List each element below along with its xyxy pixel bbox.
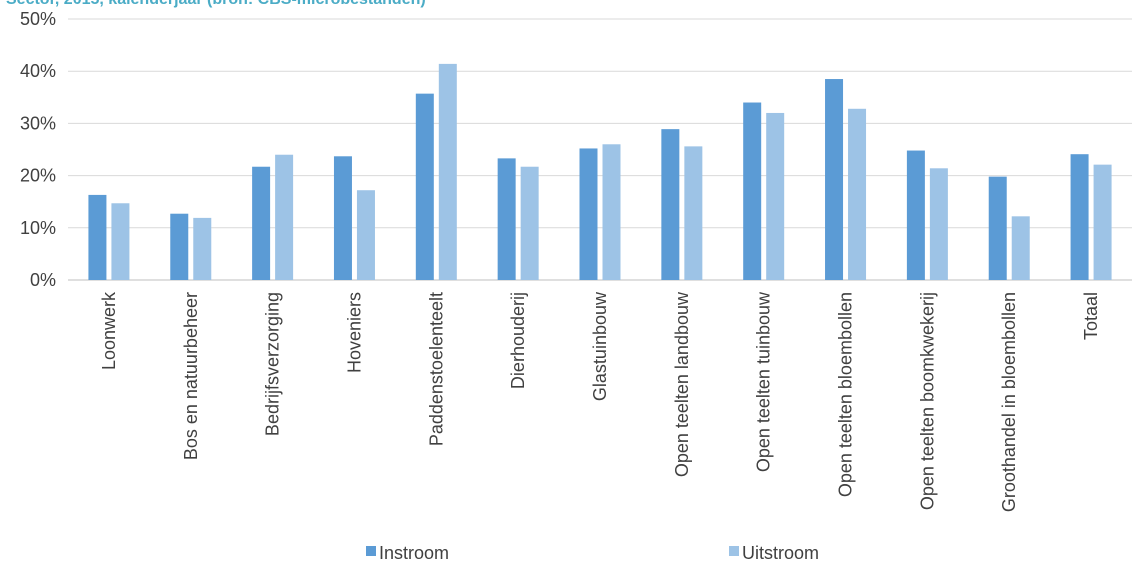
bar-uitstroom xyxy=(602,144,621,280)
bar-uitstroom xyxy=(929,168,948,280)
bar-instroom xyxy=(333,156,352,280)
y-tick-label: 20% xyxy=(20,166,56,186)
y-tick-label: 10% xyxy=(20,218,56,238)
chart-title: Sector, 2015, kalenderjaar (bron: CBS-mi… xyxy=(6,0,426,9)
x-tick-label: Bedrijfsverzorging xyxy=(263,292,283,436)
bar-instroom xyxy=(743,102,762,281)
y-tick-label: 40% xyxy=(20,61,56,81)
bar-uitstroom xyxy=(111,203,130,280)
legend: Instroom Uitstroom xyxy=(366,543,819,563)
y-tick-label: 0% xyxy=(30,270,56,290)
gridlines xyxy=(68,18,1132,281)
chart-title-area: Sector, 2015, kalenderjaar (bron: CBS-mi… xyxy=(0,0,1132,10)
bar-uitstroom xyxy=(275,154,294,280)
x-tick-label: Bos en natuurbeheer xyxy=(181,292,201,460)
legend-label-uitstroom: Uitstroom xyxy=(742,543,819,562)
x-tick-label: Totaal xyxy=(1081,292,1101,340)
bars xyxy=(88,63,1112,281)
bar-uitstroom xyxy=(766,112,785,281)
bar-uitstroom xyxy=(438,63,457,280)
x-tick-label: Hoveniers xyxy=(344,292,364,373)
x-tick-label: Open teelten landbouw xyxy=(672,291,692,477)
legend-swatch-instroom xyxy=(366,546,376,556)
y-tick-label: 30% xyxy=(20,113,56,133)
bar-instroom xyxy=(497,158,516,280)
x-tick-label: Open teelten boomkwekerij xyxy=(917,292,937,510)
bar-uitstroom xyxy=(356,190,375,280)
x-axis-ticks: Loonwerk Bos en natuurbeheer Bedrijfsverzo… xyxy=(99,291,1101,512)
bar-instroom xyxy=(1070,154,1089,280)
x-tick-label: Groothandel in bloembollen xyxy=(999,292,1019,512)
bar-instroom xyxy=(661,129,680,280)
bar-uitstroom xyxy=(520,166,539,280)
bar-instroom xyxy=(988,176,1007,280)
y-axis-ticks: 0% 10% 20% 30% 40% 50% xyxy=(20,9,56,290)
bar-uitstroom xyxy=(1011,216,1030,280)
bar-instroom xyxy=(825,79,844,280)
x-tick-label: Loonwerk xyxy=(99,291,119,370)
x-tick-label: Paddenstoelenteelt xyxy=(426,292,446,446)
legend-swatch-uitstroom xyxy=(729,546,739,556)
x-tick-label: Open teelten bloembollen xyxy=(836,292,856,497)
bar-instroom xyxy=(170,213,189,280)
bar-uitstroom xyxy=(684,146,703,280)
x-tick-label: Glastuinbouw xyxy=(590,291,610,401)
bar-uitstroom xyxy=(1093,164,1112,280)
bar-uitstroom xyxy=(848,108,867,280)
bar-instroom xyxy=(415,93,434,280)
x-tick-label: Open teelten tuinbouw xyxy=(754,291,774,472)
bar-instroom xyxy=(252,166,271,280)
bar-instroom xyxy=(906,150,925,280)
bar-uitstroom xyxy=(193,217,212,280)
bar-instroom xyxy=(579,148,598,280)
y-tick-label: 50% xyxy=(20,9,56,29)
legend-label-instroom: Instroom xyxy=(379,543,449,562)
x-tick-label: Dierhouderij xyxy=(508,292,528,389)
bar-instroom xyxy=(88,194,107,280)
